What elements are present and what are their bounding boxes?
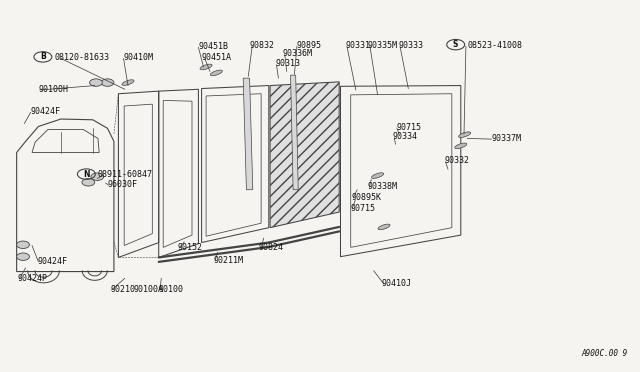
Text: 90410J: 90410J: [381, 279, 412, 288]
Text: 90424F: 90424F: [37, 257, 67, 266]
Ellipse shape: [211, 70, 222, 76]
Text: 90335M: 90335M: [368, 41, 398, 50]
Text: 90331: 90331: [346, 41, 371, 50]
Polygon shape: [243, 78, 253, 190]
Text: 90337M: 90337M: [492, 134, 522, 143]
Ellipse shape: [455, 143, 467, 149]
Ellipse shape: [378, 224, 390, 230]
Text: 90332: 90332: [444, 156, 469, 165]
Text: 08120-81633: 08120-81633: [54, 53, 109, 62]
Circle shape: [90, 79, 102, 86]
Text: 90211M: 90211M: [214, 256, 244, 265]
Text: 90152: 90152: [178, 243, 203, 252]
Circle shape: [17, 241, 29, 248]
Text: 90336M: 90336M: [283, 49, 313, 58]
Text: 90824: 90824: [259, 243, 284, 252]
Text: N: N: [83, 170, 90, 179]
Circle shape: [91, 173, 104, 180]
Text: A900C.00 9: A900C.00 9: [581, 349, 627, 358]
Text: 90313: 90313: [275, 60, 300, 68]
Text: 90451B: 90451B: [198, 42, 228, 51]
Text: 90715: 90715: [397, 123, 422, 132]
Text: 96030F: 96030F: [108, 180, 138, 189]
Text: 90338M: 90338M: [368, 182, 398, 191]
Text: 90410M: 90410M: [124, 53, 154, 62]
Ellipse shape: [372, 173, 383, 179]
Text: 90100: 90100: [159, 285, 184, 294]
Text: 90100H: 90100H: [38, 85, 68, 94]
Ellipse shape: [459, 132, 470, 138]
Text: 90832: 90832: [250, 41, 275, 50]
Text: 90100A: 90100A: [133, 285, 163, 294]
Ellipse shape: [122, 80, 134, 86]
Text: B: B: [40, 52, 45, 61]
Text: 90715: 90715: [351, 204, 376, 213]
Text: 90210: 90210: [110, 285, 135, 294]
Text: 90424P: 90424P: [18, 274, 48, 283]
Text: 08523-41008: 08523-41008: [467, 41, 522, 50]
Circle shape: [101, 79, 114, 86]
Circle shape: [17, 253, 29, 260]
Ellipse shape: [200, 64, 212, 70]
Text: 08911-60847: 08911-60847: [98, 170, 153, 179]
Text: 90451A: 90451A: [202, 53, 232, 62]
Polygon shape: [270, 82, 339, 228]
Text: 90424F: 90424F: [31, 107, 61, 116]
Circle shape: [82, 179, 95, 186]
Text: S: S: [453, 40, 458, 49]
Text: 90333: 90333: [398, 41, 423, 50]
Polygon shape: [291, 75, 298, 190]
Text: 90334: 90334: [393, 132, 418, 141]
Text: 90895K: 90895K: [352, 193, 382, 202]
Text: 90895: 90895: [297, 41, 322, 50]
